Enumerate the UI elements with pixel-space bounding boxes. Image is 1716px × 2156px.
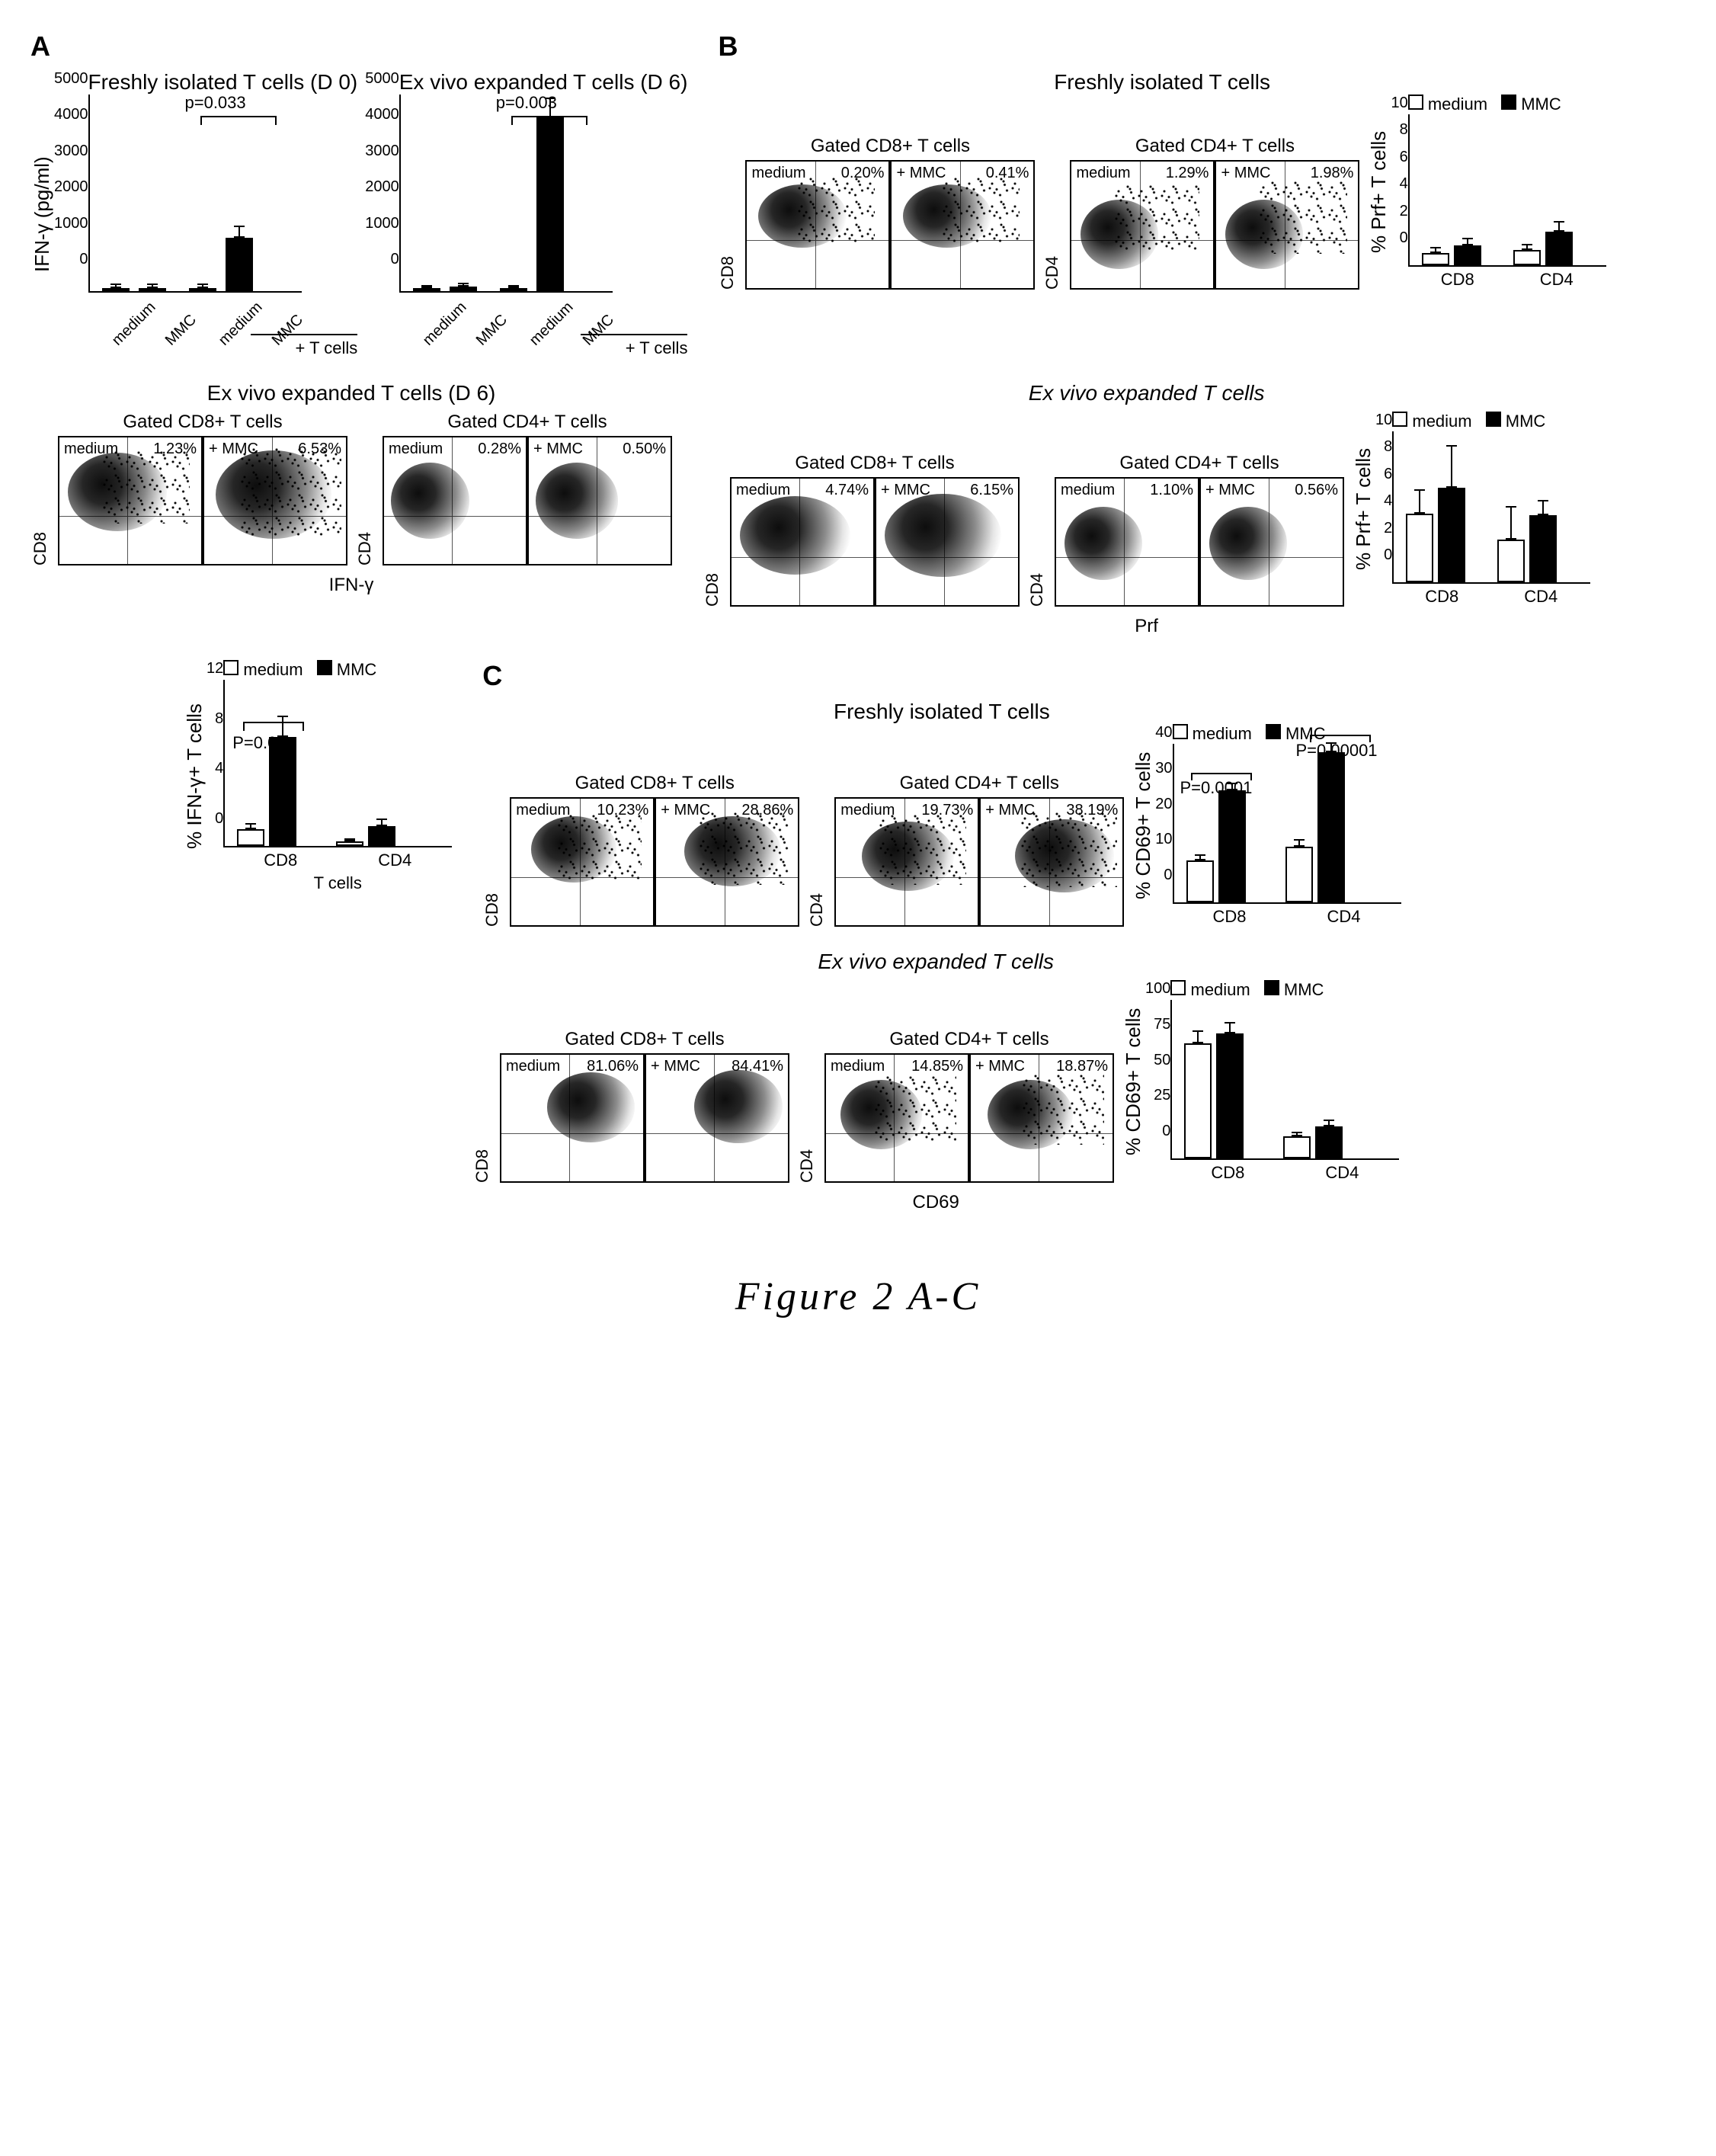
panel-c-exvivo-bar: % CD69+ T cells 1007550250 medium MMC [1122,980,1399,1183]
bar1-ylabel: IFN-γ (pg/ml) [30,70,54,358]
panel-a-facs-xaxis: IFN-γ [329,575,374,596]
facs-b-fresh-cd4-medium: medium 1.29% [1070,160,1215,290]
bar2-yticks: 500040003000200010000 [365,70,399,268]
panel-a-bar1: IFN-γ (pg/ml) 500040003000200010000 Fres… [30,70,357,358]
facs-a-cd4-mmc: + MMC 0.50% [527,436,672,565]
row-2: Ex vivo expanded T cells (D 6) CD8 Gated… [30,381,1686,637]
facs-c-ex-cd4-mmc: + MMC 18.87% [969,1053,1114,1183]
bar1-yticks: 500040003000200010000 [54,70,88,268]
panel-b-fresh-facs: CD8 Gated CD8+ T cells medium 0.20% [718,136,1359,290]
facs-c-fresh-cd8-mmc: + MMC 28.86% [655,797,799,927]
panel-b-fresh-title: Freshly isolated T cells [718,70,1606,95]
panel-a-top: A IFN-γ (pg/ml) 500040003000200010000 Fr… [30,30,687,358]
figure-caption: Figure 2 A-C [30,1274,1686,1319]
facs-b-ex-cd8-medium: medium 4.74% [730,477,875,607]
panel-a-facs: Ex vivo expanded T cells (D 6) CD8 Gated… [30,381,672,596]
panel-c-exvivo: Ex vivo expanded T cells CD8 Gated CD8+ … [472,950,1399,1213]
panel-c-label: C [482,660,1401,692]
facs-c-ex-cd8-medium: medium 81.06% [500,1053,645,1183]
bar2-plot: p=0.003 [399,95,613,293]
panel-b-label: B [718,30,1606,62]
panel-a-bar3: % IFN-γ+ T cells 12840 medium MMC P=0.04 [183,660,452,893]
panel-b-top: B Freshly isolated T cells CD8 Gated CD8… [718,30,1606,290]
row-4: Ex vivo expanded T cells CD8 Gated CD8+ … [472,950,1686,1213]
facs-a-cd8-mmc: + MMC 6.53% [203,436,347,565]
bar2-pvalue: p=0.003 [496,93,557,113]
row-3: % IFN-γ+ T cells 12840 medium MMC P=0.04 [30,660,1686,927]
panel-c-fresh-bar: % CD69+ T cells 403020100 medium MMC P=0… [1132,724,1401,927]
panel-b-fresh-bar: % Prf+ T cells 1086420 medium MMC [1367,95,1606,290]
bar1-group-label: + T cells [251,334,357,358]
facs-b-fresh-cd4-mmc: + MMC 1.98% [1215,160,1359,290]
bar2-title: Ex vivo expanded T cells (D 6) [399,70,688,95]
facs-c-fresh-cd4-medium: medium 19.73% [834,797,979,927]
bar1-plot: p=0.033 [88,95,302,293]
panel-c-top: C Freshly isolated T cells CD8 Gated CD8… [482,660,1401,927]
facs-b-ex-cd4-mmc: + MMC 0.56% [1199,477,1344,607]
facs-c-fresh-cd4-mmc: + MMC 38.19% [979,797,1124,927]
facs-a-cd8-medium: medium 1.23% [58,436,203,565]
panel-c-xaxis: CD69 [913,1192,959,1213]
row-1: A IFN-γ (pg/ml) 500040003000200010000 Fr… [30,30,1686,358]
legend-a-bar3: medium MMC [223,660,452,680]
facs-b-ex-cd8-mmc: + MMC 6.15% [875,477,1020,607]
facs-b-fresh-cd8-mmc: + MMC 0.41% [890,160,1035,290]
facs-b-ex-cd4-medium: medium 1.10% [1055,477,1199,607]
bar1-pvalue: p=0.033 [185,93,246,113]
facs-c-ex-cd4-medium: medium 14.85% [824,1053,969,1183]
panel-b-exvivo: Ex vivo expanded T cells CD8 Gated CD8+ … [703,381,1590,637]
facs-a-cd4-medium: medium 0.28% [383,436,527,565]
figure-2: A IFN-γ (pg/ml) 500040003000200010000 Fr… [30,30,1686,1319]
facs-c-fresh-cd8-medium: medium 10.23% [510,797,655,927]
facs-b-fresh-cd8-medium: medium 0.20% [745,160,890,290]
bar1-title: Freshly isolated T cells (D 0) [88,70,358,95]
panel-a-label: A [30,30,687,62]
legend-b-fresh: medium MMC [1408,95,1606,114]
panel-b-xaxis: Prf [1135,616,1158,637]
panel-b-exvivo-bar: % Prf+ T cells 1086420 medium MMC [1352,412,1590,607]
facs-c-ex-cd8-mmc: + MMC 84.41% [645,1053,789,1183]
panel-a-bar2: 500040003000200010000 Ex vivo expanded T… [365,70,687,358]
